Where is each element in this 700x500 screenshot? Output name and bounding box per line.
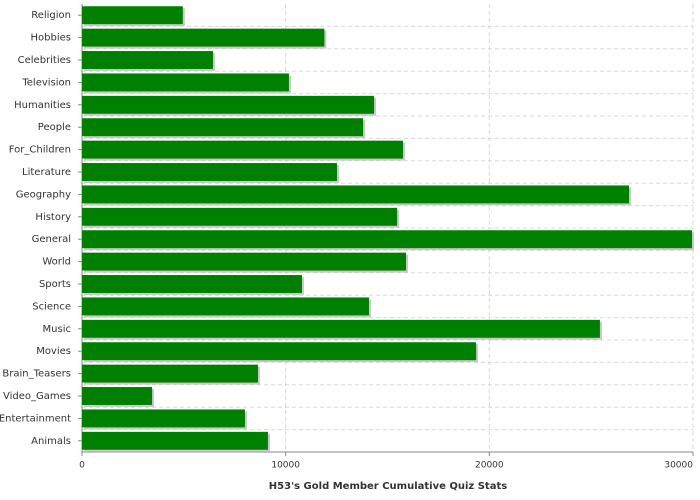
bar [82, 6, 183, 25]
y-tick-label: Entertainment [0, 413, 71, 424]
bar [82, 95, 375, 114]
y-tick-label: Television [21, 77, 71, 88]
y-tick-label: Video_Games [3, 391, 71, 402]
bar [82, 140, 403, 159]
x-tick-label: 10000 [271, 461, 300, 471]
bar [82, 431, 268, 450]
bar [82, 207, 398, 226]
y-tick-label: Religion [31, 10, 71, 21]
bar [82, 319, 600, 338]
bar [82, 342, 477, 361]
bar [82, 28, 325, 47]
y-tick-label: Geography [16, 189, 71, 200]
y-tick-label: Science [32, 301, 71, 312]
bar [82, 51, 213, 69]
bar [82, 275, 302, 293]
bar [82, 387, 153, 405]
y-tick-label: People [38, 122, 71, 133]
bar [82, 252, 407, 271]
bar [82, 118, 364, 137]
x-tick-label: 20000 [475, 461, 504, 471]
y-tick-label: History [35, 212, 71, 223]
bar [82, 185, 630, 204]
bar [82, 364, 258, 383]
y-tick-label: Sports [39, 279, 71, 290]
y-tick-label: World [42, 257, 71, 268]
x-tick-label: 30000 [664, 461, 693, 471]
bar [82, 297, 369, 316]
bar [82, 73, 289, 92]
y-tick-label: Animals [31, 436, 71, 447]
y-tick-label: Hobbies [31, 33, 71, 44]
y-tick-label: Music [43, 324, 71, 335]
y-tick-label: Humanities [14, 100, 71, 111]
y-tick-label: Literature [22, 167, 71, 178]
y-tick-label: Brain_Teasers [2, 369, 71, 380]
y-tick-label: Celebrities [18, 55, 71, 66]
bar [82, 230, 692, 249]
x-axis-label: H53's Gold Member Cumulative Quiz Stats [269, 481, 507, 492]
y-tick-label: Movies [36, 346, 71, 357]
bar [82, 409, 245, 428]
bar [82, 163, 337, 181]
x-tick-label: 0 [79, 461, 85, 471]
y-tick-label: For_Children [9, 145, 71, 156]
y-tick-label: General [32, 234, 71, 245]
